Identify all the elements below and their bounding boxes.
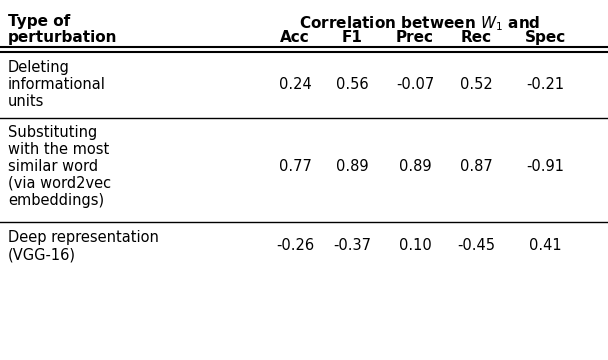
Text: embeddings): embeddings): [8, 193, 104, 208]
Text: F1: F1: [342, 30, 362, 45]
Text: perturbation: perturbation: [8, 30, 117, 45]
Text: Deleting: Deleting: [8, 60, 70, 75]
Text: Correlation between $\it{W}_1$ and: Correlation between $\it{W}_1$ and: [299, 14, 541, 33]
Text: -0.26: -0.26: [276, 238, 314, 253]
Text: Acc: Acc: [280, 30, 310, 45]
Text: Spec: Spec: [524, 30, 565, 45]
Text: Substituting: Substituting: [8, 125, 97, 140]
Text: 0.77: 0.77: [278, 159, 311, 174]
Text: 0.41: 0.41: [529, 238, 561, 253]
Text: Type of: Type of: [8, 14, 71, 29]
Text: -0.91: -0.91: [526, 159, 564, 174]
Text: -0.07: -0.07: [396, 77, 434, 92]
Text: -0.21: -0.21: [526, 77, 564, 92]
Text: (via word2vec: (via word2vec: [8, 176, 111, 191]
Text: 0.87: 0.87: [460, 159, 492, 174]
Text: similar word: similar word: [8, 159, 98, 174]
Text: 0.10: 0.10: [399, 238, 431, 253]
Text: 0.56: 0.56: [336, 77, 368, 92]
Text: Prec: Prec: [396, 30, 434, 45]
Text: 0.24: 0.24: [278, 77, 311, 92]
Text: -0.37: -0.37: [333, 238, 371, 253]
Text: 0.89: 0.89: [399, 159, 431, 174]
Text: 0.89: 0.89: [336, 159, 368, 174]
Text: units: units: [8, 94, 44, 109]
Text: 0.52: 0.52: [460, 77, 492, 92]
Text: -0.45: -0.45: [457, 238, 495, 253]
Text: (VGG-16): (VGG-16): [8, 247, 76, 262]
Text: Rec: Rec: [460, 30, 491, 45]
Text: with the most: with the most: [8, 142, 109, 157]
Text: informational: informational: [8, 77, 106, 92]
Text: Deep representation: Deep representation: [8, 230, 159, 245]
